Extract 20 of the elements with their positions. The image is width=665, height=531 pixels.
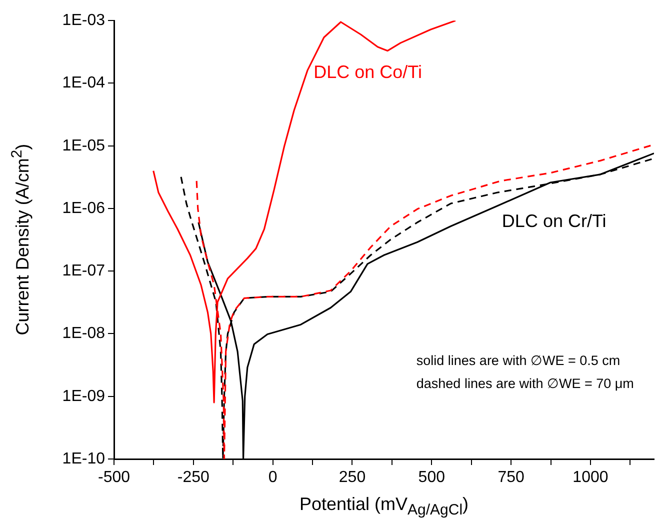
y-tick-label: 1E-07 xyxy=(62,262,106,280)
annotation: dashed lines are with ∅WE = 70 μm xyxy=(416,376,634,391)
x-tick-label: 1000 xyxy=(572,469,608,486)
x-tick-label: 500 xyxy=(418,469,446,486)
series-label: DLC on Co/Ti xyxy=(314,62,422,82)
y-tick-label: 1E-05 xyxy=(62,137,106,154)
x-tick-label: 750 xyxy=(498,469,525,486)
x-tick-label: -250 xyxy=(177,469,210,486)
annotation: solid lines are with ∅WE = 0.5 cm xyxy=(416,352,620,368)
y-tick-label: 1E-04 xyxy=(62,74,106,92)
y-tick-label: 1E-03 xyxy=(62,12,106,30)
y-tick-label: 1E-08 xyxy=(62,325,106,342)
x-tick-label: -500 xyxy=(98,469,130,486)
x-axis-title: Potential (mV$_{Ag/AgCl}$) xyxy=(298,493,470,521)
x-tick-label: 0 xyxy=(268,469,278,486)
y-tick-label: 1E-09 xyxy=(62,388,106,405)
y-tick-label: 1E-10 xyxy=(62,450,106,468)
y-tick-label: 1E-06 xyxy=(62,200,106,217)
series-label: DLC on Cr/Ti xyxy=(502,211,606,232)
x-tick-label: 250 xyxy=(338,469,366,486)
